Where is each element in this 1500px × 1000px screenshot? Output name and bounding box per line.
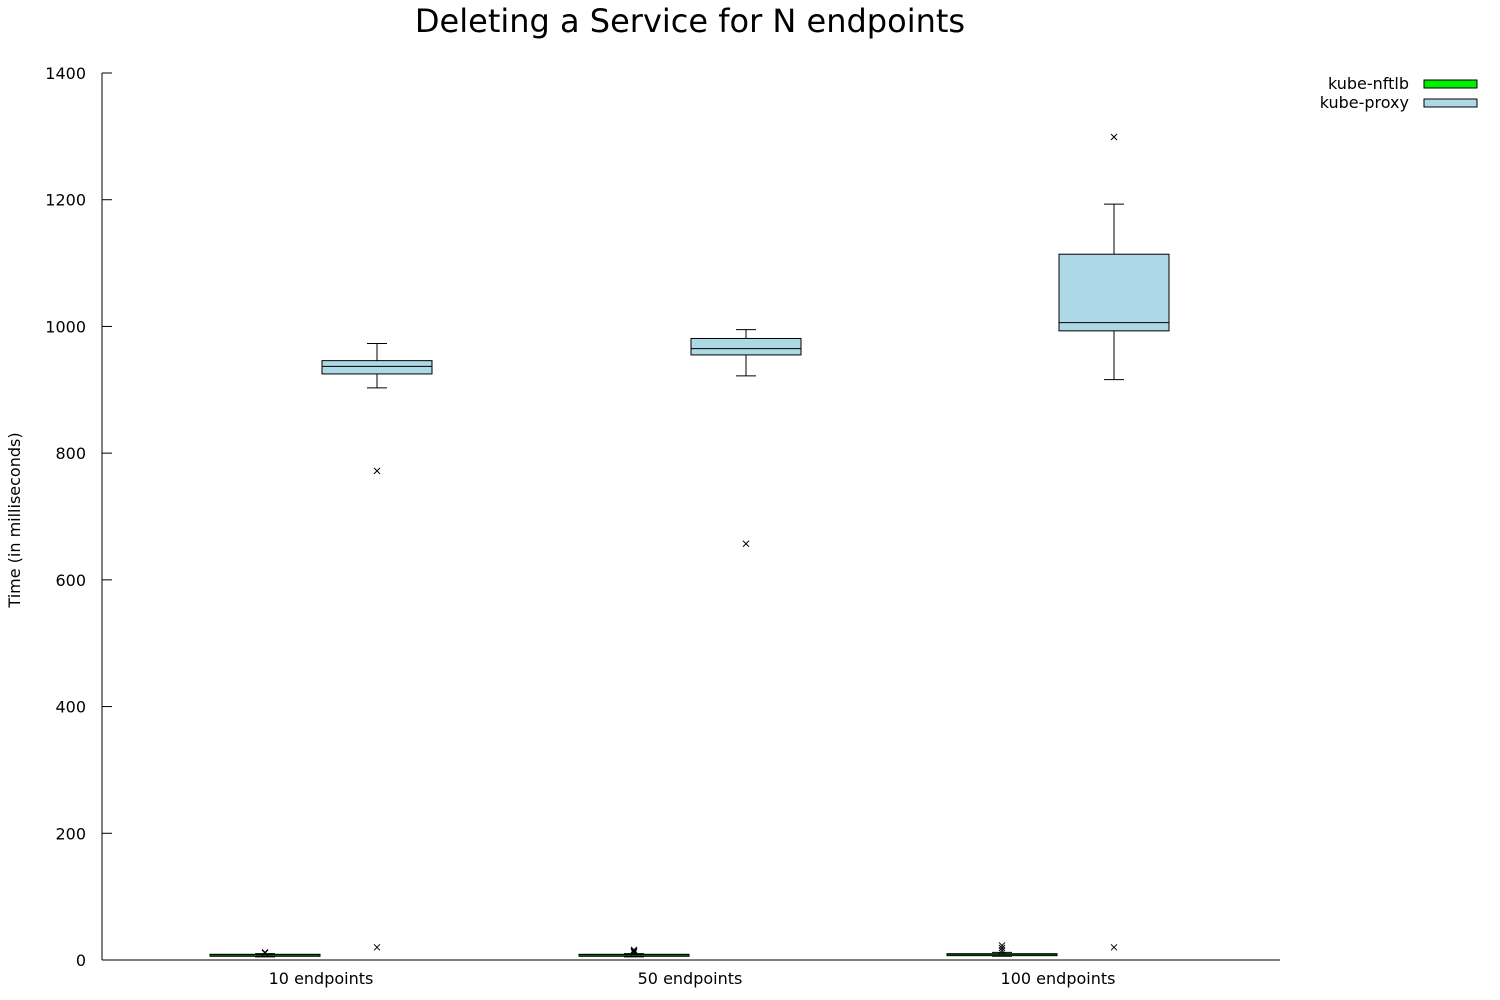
box-kube-nftlb-2 — [946, 942, 1058, 957]
outlier-point — [998, 942, 1006, 949]
legend-label-kube-proxy: kube-proxy — [1320, 93, 1409, 112]
box-kube-proxy-0 — [321, 343, 433, 951]
y-tick-label: 600 — [55, 571, 86, 590]
outlier-point — [261, 949, 269, 956]
box-rect — [1058, 253, 1170, 332]
outlier-point — [1110, 943, 1118, 951]
box-rect — [690, 337, 802, 356]
y-tick-label: 400 — [55, 698, 86, 717]
x-tick-label: 10 endpoints — [269, 969, 374, 988]
y-tick-label: 1000 — [45, 317, 86, 336]
legend-swatch-kube-proxy — [1423, 98, 1478, 108]
box-kube-nftlb-0 — [209, 949, 321, 958]
x-tick-label: 100 endpoints — [1001, 969, 1116, 988]
outlier-point — [630, 947, 638, 955]
y-tick-label: 0 — [76, 951, 86, 970]
y-axis-label: Time (in milliseconds) — [5, 432, 24, 608]
box-kube-proxy-1 — [690, 329, 802, 548]
box-rect — [321, 360, 433, 375]
box-series — [209, 133, 1170, 958]
y-tick-label: 1200 — [45, 191, 86, 210]
outlier-point — [998, 947, 1006, 954]
legend-swatch-kube-nftlb — [1423, 79, 1478, 89]
x-tick-label: 50 endpoints — [638, 969, 743, 988]
outlier-point — [742, 540, 750, 548]
outlier-point — [630, 949, 638, 956]
chart-title: Deleting a Service for N endpoints — [415, 2, 965, 40]
outlier-point — [1110, 133, 1118, 141]
legend-label-kube-nftlb: kube-nftlb — [1328, 74, 1409, 93]
y-tick-label: 1400 — [45, 64, 86, 83]
box-kube-nftlb-1 — [578, 946, 690, 958]
outlier-point — [373, 943, 381, 951]
outlier-point — [998, 944, 1006, 952]
y-tick-label: 800 — [55, 444, 86, 463]
y-tick-label: 200 — [55, 824, 86, 843]
outlier-point — [373, 467, 381, 475]
outlier-point — [630, 946, 638, 954]
axes: 0 200 400 600 800 1000 1200 1400 10 endpoints 50 … — [45, 64, 1280, 988]
box-kube-proxy-2 — [1058, 133, 1170, 951]
